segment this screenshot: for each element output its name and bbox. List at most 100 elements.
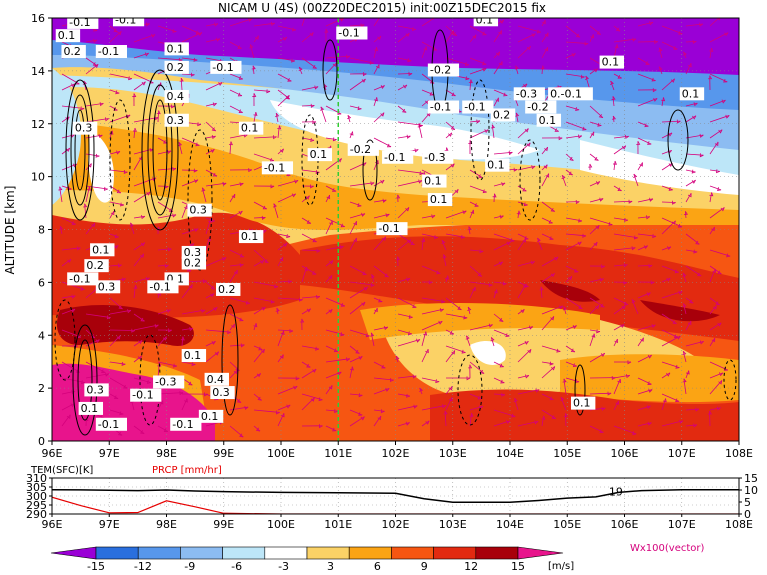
colorbar-tick-label: -3 bbox=[278, 560, 289, 573]
wind-vector bbox=[85, 361, 106, 373]
wind-vector-head bbox=[647, 421, 652, 426]
wind-vector-head bbox=[708, 75, 713, 80]
wind-vector-head bbox=[468, 364, 473, 369]
wind-vector-head bbox=[71, 294, 76, 299]
wind-vector bbox=[515, 65, 519, 75]
wind-vector bbox=[397, 339, 421, 347]
contour-layer bbox=[65, 29, 689, 436]
wind-vector bbox=[301, 105, 315, 107]
wind-vector-head bbox=[71, 221, 76, 225]
wind-vector bbox=[637, 162, 643, 171]
wind-vector bbox=[61, 105, 85, 109]
wind-vector bbox=[589, 241, 598, 251]
wind-vector-head bbox=[559, 305, 564, 310]
wind-vector-head bbox=[113, 28, 118, 33]
wind-vector-head bbox=[287, 78, 292, 82]
wind-vector bbox=[493, 61, 503, 75]
wind-vector-head bbox=[172, 28, 177, 33]
wind-vector-head bbox=[228, 141, 233, 146]
wind-vector-head bbox=[92, 62, 97, 66]
wind-vector-head bbox=[270, 184, 275, 189]
wind-vector-head bbox=[709, 47, 714, 52]
wind-vector bbox=[421, 308, 444, 315]
x-tick-label: 101E bbox=[324, 447, 352, 460]
contour-label-box bbox=[599, 55, 624, 69]
wind-vector bbox=[373, 85, 385, 91]
wind-vector-head bbox=[216, 37, 221, 42]
wind-vector bbox=[493, 233, 515, 242]
wind-vector bbox=[181, 361, 196, 365]
wind-vector bbox=[421, 46, 427, 59]
wind-vector-head bbox=[395, 256, 401, 261]
wind-vector bbox=[661, 398, 666, 411]
wind-vector-head bbox=[405, 207, 410, 212]
wind-vector-head bbox=[382, 198, 387, 203]
wind-vector-head bbox=[712, 268, 717, 273]
region-red-band bbox=[300, 236, 739, 341]
wind-vector-head bbox=[378, 298, 383, 303]
wind-vector-head bbox=[543, 164, 548, 169]
wind-vector-head bbox=[362, 72, 367, 77]
wind-vector-head bbox=[294, 179, 299, 184]
surface-x-tick-label: 102E bbox=[382, 518, 410, 531]
wind-vector-head bbox=[340, 223, 345, 228]
wind-vector bbox=[517, 25, 541, 33]
colorbar-tick-label: 6 bbox=[374, 560, 381, 573]
wind-vector bbox=[709, 407, 721, 411]
wind-vector-head bbox=[441, 299, 446, 304]
wind-vector bbox=[709, 268, 716, 283]
wind-vector-head bbox=[596, 30, 601, 35]
wind-vector-head bbox=[495, 97, 499, 102]
contour-layer-dashed bbox=[54, 79, 737, 426]
wind-vector bbox=[421, 112, 431, 123]
wind-vector-head bbox=[156, 110, 161, 115]
wind-vector bbox=[565, 265, 579, 273]
wind-vector-head bbox=[692, 39, 697, 44]
colorbar-swatch bbox=[475, 546, 519, 560]
wind-vector-head bbox=[406, 277, 411, 282]
wind-vector-head bbox=[237, 45, 242, 49]
wind-vector-head bbox=[529, 325, 534, 330]
wind-vector-head bbox=[682, 303, 687, 308]
wind-vector-head bbox=[118, 305, 123, 310]
wind-vector bbox=[301, 32, 314, 43]
wind-vector-head bbox=[310, 137, 315, 142]
wind-vector bbox=[565, 53, 576, 59]
wind-vector-head bbox=[724, 32, 729, 37]
wind-vector-head bbox=[140, 242, 146, 247]
wind-vector-head bbox=[117, 431, 123, 436]
wind-vector-head bbox=[173, 363, 178, 368]
wind-vector bbox=[301, 18, 306, 27]
wind-vector-head bbox=[210, 293, 215, 298]
wind-vector bbox=[85, 63, 99, 75]
wind-vector bbox=[469, 413, 472, 427]
wind-vector-head bbox=[406, 134, 411, 139]
wind-vector-head bbox=[306, 308, 311, 313]
wind-vector bbox=[349, 182, 375, 187]
wind-vector bbox=[493, 215, 504, 219]
wind-vector-head bbox=[385, 387, 390, 392]
wind-vector-head bbox=[556, 348, 561, 353]
wind-vector-head bbox=[499, 214, 504, 219]
contour-label-box bbox=[55, 29, 81, 43]
x-tick-label: 99E bbox=[213, 447, 234, 460]
contour bbox=[322, 39, 338, 101]
wind-vector-head bbox=[252, 93, 257, 97]
wind-vector-head bbox=[673, 46, 678, 50]
wind-vector bbox=[325, 308, 333, 315]
wind-vector bbox=[109, 264, 122, 267]
contour-label-box bbox=[164, 89, 189, 103]
wind-vector bbox=[157, 425, 169, 432]
wind-vector bbox=[277, 242, 288, 251]
wind-vector-head bbox=[492, 193, 497, 198]
wind-vector bbox=[493, 361, 504, 368]
wind-vector-head bbox=[467, 226, 472, 231]
contour bbox=[70, 94, 90, 206]
wind-vector bbox=[325, 185, 337, 192]
wind-vector bbox=[661, 149, 672, 155]
contour bbox=[65, 79, 95, 221]
wind-vector-head bbox=[699, 340, 704, 345]
wind-vector bbox=[133, 215, 145, 219]
wind-vector bbox=[109, 361, 126, 365]
wind-vector bbox=[229, 141, 232, 155]
